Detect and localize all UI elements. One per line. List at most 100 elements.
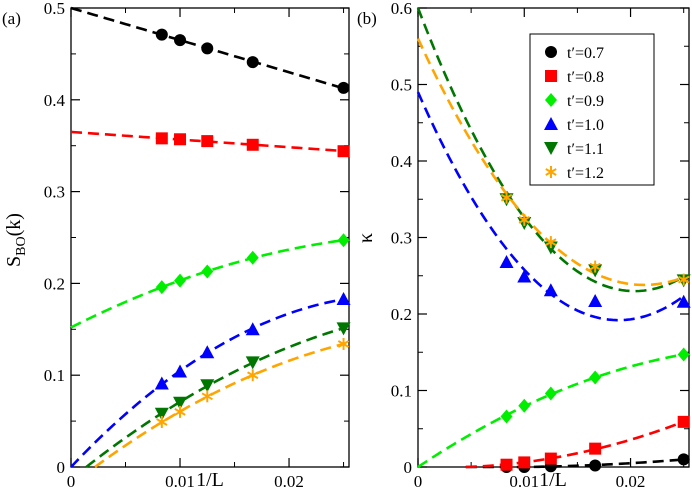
panel-b-ytick-label: 0.3 bbox=[391, 229, 412, 248]
panel-b-point-2-3 bbox=[589, 370, 602, 385]
panel-a-point-3-3 bbox=[245, 322, 260, 336]
panel-b-point-3-3 bbox=[588, 293, 603, 307]
panel-b-fit-line-1 bbox=[465, 420, 685, 469]
legend-marker-2 bbox=[545, 93, 557, 107]
panel-a-fit-line-2 bbox=[70, 238, 344, 329]
panel-a-point-4-3 bbox=[245, 356, 260, 370]
panel-b-point-2-4 bbox=[677, 347, 690, 362]
panel-a-point-2-4 bbox=[337, 233, 350, 248]
legend-label-5: t′=1.2 bbox=[567, 165, 604, 182]
panel-a-xtick-label: 0 bbox=[67, 472, 76, 490]
panel-a-ticks: 0 0.01 0.02 0 0.1 0.2 0.3 0.4 0.5 bbox=[44, 0, 349, 490]
legend-label-2: t′=0.9 bbox=[567, 93, 604, 110]
panel-a-ytick-label: 0.4 bbox=[44, 91, 66, 110]
panel-a-ylabel: SBO(k) bbox=[3, 213, 29, 267]
panel-a-ytick-label: 0.2 bbox=[44, 274, 65, 293]
panel-b-point-3-1 bbox=[517, 269, 532, 283]
panel-a-point-3-0 bbox=[154, 376, 169, 390]
panel-a-xlabel: 1/L bbox=[196, 469, 224, 490]
panel-a-point-2-3 bbox=[246, 250, 259, 265]
panel-a-point-3-1 bbox=[173, 364, 188, 378]
legend-box bbox=[529, 33, 655, 186]
panel-a-xtick-label: 0.01 bbox=[165, 472, 195, 490]
panel-b-point-5-0 bbox=[500, 191, 513, 204]
panel-b-point-1-2 bbox=[544, 452, 557, 465]
panel-b-point-5-4 bbox=[677, 273, 690, 286]
panel-a-markers bbox=[154, 28, 351, 429]
panel-a-point-1-2 bbox=[201, 135, 214, 148]
panel-b-point-1-0 bbox=[500, 458, 513, 471]
panel-a-xtick-label: 0.02 bbox=[274, 472, 304, 490]
panel-a-ytick-label: 0 bbox=[57, 458, 66, 477]
panel-a-label: (a) bbox=[2, 9, 21, 28]
panel-b-ytick-label: 0.5 bbox=[391, 76, 412, 95]
panel-a-point-0-3 bbox=[246, 56, 259, 69]
panel-b-ytick-label: 0.1 bbox=[391, 382, 412, 401]
panel-b-point-1-4 bbox=[677, 415, 690, 428]
panel-b-point-2-1 bbox=[518, 398, 531, 413]
legend-marker-1 bbox=[545, 70, 557, 82]
legend-marker-0 bbox=[545, 46, 557, 58]
panel-b-ytick-label: 0.2 bbox=[391, 305, 412, 324]
panel-b-point-1-1 bbox=[518, 456, 531, 469]
legend-marker-4 bbox=[544, 142, 558, 155]
panel-a-point-5-0 bbox=[156, 416, 168, 429]
panel-b-point-2-0 bbox=[500, 409, 513, 424]
legend-label-0: t′=0.7 bbox=[567, 45, 604, 62]
panel-b-label: (b) bbox=[357, 9, 377, 28]
panel-a-point-5-4 bbox=[337, 337, 350, 350]
panel-b-ytick-label: 0.6 bbox=[391, 0, 412, 18]
panel-a-point-4-1 bbox=[173, 396, 188, 410]
panel-a: (a) 0 0.01 0.02 0 0.1 0.2 0.3 0.4 0.5 1/L SBO(k) bbox=[2, 0, 351, 490]
panel-b-point-1-3 bbox=[589, 442, 602, 455]
panel-a-point-5-2 bbox=[201, 390, 213, 403]
panel-a-point-0-2 bbox=[201, 42, 214, 55]
panel-b-fit-line-0 bbox=[465, 458, 684, 469]
panel-a-point-2-0 bbox=[155, 280, 168, 295]
panel-a-point-3-4 bbox=[336, 292, 351, 306]
panel-a-point-4-4 bbox=[336, 322, 351, 336]
panel-a-point-5-3 bbox=[247, 369, 259, 382]
panel-b: (b) 0 0.01 0.02 0 0.1 0.2 0.3 0.4 0.5 0.6 1/L κ t… bbox=[355, 0, 691, 490]
panel-b-ylabel: κ bbox=[355, 233, 377, 243]
panel-b-ticks: 0 0.01 0.02 0 0.1 0.2 0.3 0.4 0.5 0.6 bbox=[391, 0, 689, 490]
panel-a-point-1-0 bbox=[155, 132, 168, 145]
panel-b-ytick-label: 0.4 bbox=[391, 152, 413, 171]
panel-b-point-3-0 bbox=[499, 254, 514, 268]
legend-marker-5 bbox=[545, 166, 557, 178]
panel-a-point-1-4 bbox=[337, 145, 350, 158]
panel-b-point-3-2 bbox=[543, 283, 558, 297]
panel-a-point-0-4 bbox=[337, 81, 350, 94]
panel-b-xtick-label: 0.02 bbox=[616, 472, 646, 490]
panel-b-point-0-3 bbox=[589, 459, 602, 472]
panel-b-fit-line-2 bbox=[417, 353, 684, 469]
panel-a-ytick-label: 0.1 bbox=[44, 366, 65, 385]
panel-a-ytick-label: 0.5 bbox=[44, 0, 65, 18]
panel-b-point-5-1 bbox=[518, 213, 530, 226]
panel-b-point-5-2 bbox=[545, 236, 557, 249]
panel-a-point-4-2 bbox=[200, 379, 215, 393]
panel-a-ytick-label: 0.3 bbox=[44, 183, 65, 202]
panel-b-point-0-4 bbox=[677, 453, 690, 466]
panel-a-point-4-0 bbox=[154, 407, 169, 421]
legend: t′=0.7 t′=0.8 t′=0.9 t′=1.0 t′=1.1 t′=1.2 bbox=[529, 33, 655, 186]
panel-a-point-1-3 bbox=[246, 138, 259, 151]
panel-b-point-2-2 bbox=[544, 386, 557, 401]
panel-b-xlabel: 1/L bbox=[539, 469, 567, 490]
panel-a-point-2-2 bbox=[201, 264, 214, 279]
panel-a-fit-line-4 bbox=[85, 326, 344, 469]
panel-a-point-5-1 bbox=[174, 405, 186, 418]
legend-label-4: t′=1.1 bbox=[567, 141, 604, 158]
panel-a-point-3-2 bbox=[200, 345, 215, 359]
legend-label-3: t′=1.0 bbox=[567, 117, 604, 134]
legend-label-1: t′=0.8 bbox=[567, 69, 604, 86]
panel-b-xtick-label: 0 bbox=[414, 472, 423, 490]
legend-marker-3 bbox=[544, 117, 558, 130]
panel-a-point-0-0 bbox=[155, 28, 168, 41]
panel-a-point-0-1 bbox=[174, 34, 187, 47]
panel-b-point-5-3 bbox=[589, 260, 601, 273]
panel-b-point-3-4 bbox=[676, 294, 691, 308]
panel-b-markers bbox=[499, 191, 691, 473]
panel-a-point-2-1 bbox=[174, 273, 187, 288]
